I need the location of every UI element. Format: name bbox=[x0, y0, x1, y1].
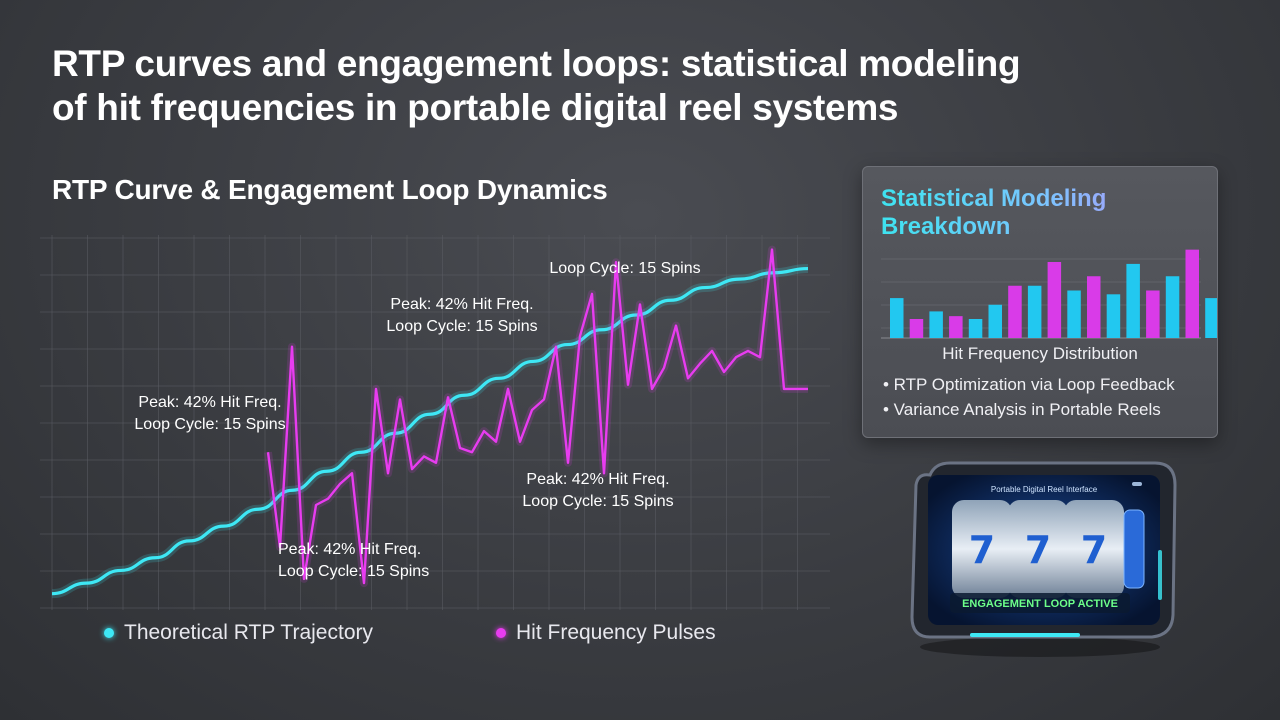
chart-subtitle: RTP Curve & Engagement Loop Dynamics bbox=[52, 174, 608, 205]
hit-frequency-line bbox=[266, 248, 808, 585]
base-light-strip bbox=[970, 633, 1080, 637]
reel-3 bbox=[1064, 500, 1124, 598]
side-light-strip bbox=[1158, 550, 1162, 600]
engagement-banner-text: ENGAGEMENT LOOP ACTIVE bbox=[962, 598, 1118, 610]
annotation-line-1: Peak: 42% Hit Freq. bbox=[278, 541, 421, 558]
legend-item-hit: Hit Frequency Pulses bbox=[496, 621, 716, 645]
hit-frequency-bar-chart bbox=[881, 249, 1217, 339]
magenta-dot-icon bbox=[496, 628, 506, 638]
banner-backdrop bbox=[950, 593, 1130, 613]
seven-symbol-1: 7 bbox=[969, 528, 995, 572]
hit-frequency-bar bbox=[968, 319, 983, 338]
device-header-text: Portable Digital Reel Interface bbox=[991, 485, 1098, 494]
page-title: RTP curves and engagement loops: statist… bbox=[52, 42, 1172, 130]
annotation-line-1: Peak: 42% Hit Freq. bbox=[526, 471, 669, 488]
panel-title: Statistical Modeling Breakdown bbox=[881, 185, 1181, 241]
legend-item-rtp: Theoretical RTP Trajectory bbox=[104, 621, 373, 645]
hit-frequency-bar bbox=[1106, 294, 1121, 338]
hit-frequency-bar bbox=[929, 311, 943, 338]
bullet-rtp-optimization: • RTP Optimization via Loop Feedback bbox=[883, 375, 1175, 394]
panel-caption: Hit Frequency Distribution bbox=[942, 344, 1138, 363]
reel-end-cap bbox=[1123, 509, 1145, 589]
bullet-variance-analysis: • Variance Analysis in Portable Reels bbox=[883, 400, 1161, 419]
hit-frequency-bar bbox=[1146, 290, 1160, 338]
hit-frequency-bar bbox=[890, 298, 904, 338]
annotation-line-2: Loop Cycle: 15 Spins bbox=[522, 493, 673, 510]
title-line-1: RTP curves and engagement loops: statist… bbox=[52, 43, 1021, 84]
battery-icon bbox=[1132, 482, 1142, 486]
annotation-layer: Peak: 42% Hit Freq. Loop Cycle: 15 SpinsP… bbox=[134, 260, 700, 580]
hit-frequency-bar bbox=[949, 316, 963, 338]
hit-frequency-bar bbox=[1008, 285, 1022, 338]
annotation-line-1: Peak: 42% Hit Freq. bbox=[138, 394, 281, 411]
hit-frequency-bar bbox=[1027, 285, 1042, 338]
portable-reel-device: Portable Digital Reel Interface 7 7 7 EN… bbox=[910, 461, 1177, 657]
reel-1 bbox=[952, 500, 1012, 598]
annotation-line-2: Loop Cycle: 15 Spins bbox=[278, 563, 429, 580]
annotation-label: Peak: 42% Hit Freq. Loop Cycle: 15 Spins bbox=[386, 296, 537, 335]
cyan-dot-icon bbox=[104, 628, 114, 638]
hit-frequency-bar bbox=[1126, 263, 1140, 338]
seven-symbol-2: 7 bbox=[1025, 528, 1051, 572]
annotation-line-1: Loop Cycle: 15 Spins bbox=[549, 260, 700, 277]
hit-frequency-bar bbox=[1205, 298, 1217, 338]
reel-drum: 7 7 7 bbox=[952, 500, 1145, 598]
hit-frequency-bar bbox=[1087, 276, 1101, 338]
device-shadow bbox=[920, 637, 1160, 657]
seven-symbol-3: 7 bbox=[1081, 528, 1107, 572]
hit-frequency-bar bbox=[988, 304, 1002, 338]
legend-label-rtp: Theoretical RTP Trajectory bbox=[124, 621, 373, 644]
reel-2 bbox=[1008, 500, 1068, 598]
hit-frequency-bar bbox=[1067, 290, 1081, 338]
hit-frequency-bar bbox=[1165, 276, 1180, 338]
annotation-label: Peak: 42% Hit Freq. Loop Cycle: 15 Spins bbox=[522, 471, 673, 510]
hit-frequency-layer bbox=[264, 245, 808, 588]
annotation-line-2: Loop Cycle: 15 Spins bbox=[386, 318, 537, 335]
hit-frequency-bar bbox=[1185, 249, 1199, 338]
annotation-label: Peak: 42% Hit Freq. Loop Cycle: 15 Spins bbox=[278, 541, 429, 580]
legend-label-hit: Hit Frequency Pulses bbox=[516, 621, 716, 644]
title-line-2: of hit frequencies in portable digital r… bbox=[52, 87, 899, 128]
rtp-trajectory-line bbox=[51, 266, 809, 596]
hit-frequency-bar bbox=[909, 319, 924, 338]
annotation-line-1: Peak: 42% Hit Freq. bbox=[390, 296, 533, 313]
statistical-modeling-panel: Statistical Modeling Breakdown Hit Frequ… bbox=[862, 166, 1218, 438]
hit-frequency-bar bbox=[1047, 262, 1062, 338]
annotation-label: Loop Cycle: 15 Spins bbox=[549, 260, 700, 277]
chart-grid bbox=[40, 235, 830, 610]
annotation-line-2: Loop Cycle: 15 Spins bbox=[134, 416, 285, 433]
rtp-trajectory-layer bbox=[51, 264, 809, 599]
annotation-label: Peak: 42% Hit Freq. Loop Cycle: 15 Spins bbox=[134, 394, 285, 433]
